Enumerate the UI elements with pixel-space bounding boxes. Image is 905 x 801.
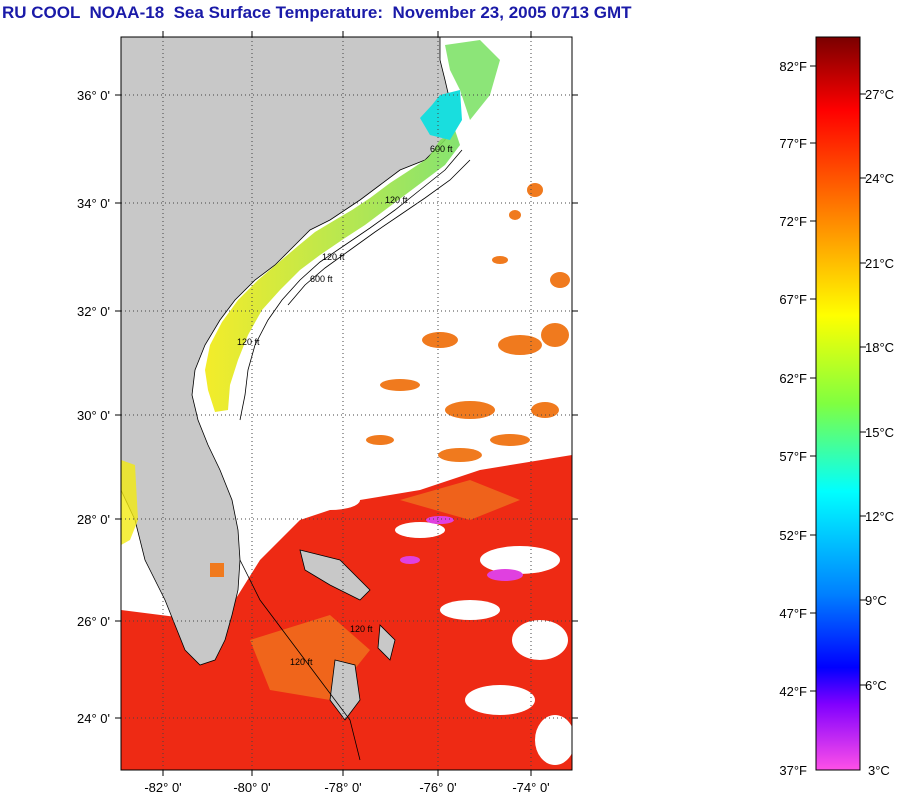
contour-label: 120 ft	[350, 624, 373, 634]
colorbar-label-f: 57°F	[779, 449, 807, 464]
lat-tick-label: 34° 0'	[77, 196, 110, 211]
colorbar-fahrenheit-ticks	[810, 65, 816, 692]
map-content: 600 ft 120 ft 120 ft 600 ft 120 ft 120 f…	[121, 37, 572, 770]
contour-label: 120 ft	[237, 337, 260, 347]
colorbar-label-f: 72°F	[779, 214, 807, 229]
colorbar-label-f: 47°F	[779, 606, 807, 621]
colorbar-label-f: 67°F	[779, 292, 807, 307]
lat-tick-label: 36° 0'	[77, 88, 110, 103]
lat-tick-label: 24° 0'	[77, 711, 110, 726]
warm-water-region	[121, 455, 572, 770]
lat-tick-label: 32° 0'	[77, 304, 110, 319]
colorbar-label-c: 3°C	[868, 763, 890, 778]
warm-spot	[210, 563, 224, 577]
contour-label: 120 ft	[290, 657, 313, 667]
cloud-gaps	[300, 490, 572, 765]
colorbar-label-f: 77°F	[779, 136, 807, 151]
colorbar-label-f: 42°F	[779, 684, 807, 699]
colorbar-label-c: 15°C	[865, 425, 894, 440]
colorbar-label-c: 6°C	[865, 678, 887, 693]
contour-label: 120 ft	[322, 252, 345, 262]
colorbar-label-c: 18°C	[865, 340, 894, 355]
land-mass-us	[121, 37, 453, 666]
lon-tick-label: -80° 0'	[233, 780, 270, 795]
colorbar-label-c: 21°C	[865, 256, 894, 271]
frame-ticks	[115, 31, 578, 776]
temperature-colorbar	[815, 36, 861, 771]
sound-cyan-water	[420, 90, 462, 140]
lat-tick-label: 30° 0'	[77, 408, 110, 423]
lat-tick-label: 28° 0'	[77, 512, 110, 527]
contour-label: 600 ft	[310, 274, 333, 284]
colorbar-label-f: 82°F	[779, 59, 807, 74]
gulf-side-strip	[121, 460, 138, 545]
contour-label: 600 ft	[430, 144, 453, 154]
lon-tick-label: -78° 0'	[324, 780, 361, 795]
colorbar-label-f: 52°F	[779, 528, 807, 543]
colorbar-label-c: 12°C	[865, 509, 894, 524]
contour-label: 120 ft	[385, 195, 408, 205]
colorbar-celsius-ticks	[860, 93, 866, 686]
lon-tick-label: -74° 0'	[512, 780, 549, 795]
colorbar-label-f: 62°F	[779, 371, 807, 386]
colorbar-label-c: 27°C	[865, 87, 894, 102]
lon-tick-label: -76° 0'	[419, 780, 456, 795]
map-title: RU COOL NOAA-18 Sea Surface Temperature:…	[2, 3, 632, 22]
cold-cloud-patches	[400, 516, 523, 581]
orange-patch-east	[400, 480, 520, 520]
colorbar-label-c: 9°C	[865, 593, 887, 608]
bahamas-islands	[299, 549, 396, 721]
map-border	[120, 36, 573, 771]
depth-contours	[239, 149, 471, 761]
north-green-water	[445, 40, 500, 120]
colorbar-label-c: 24°C	[865, 171, 894, 186]
lon-tick-label: -82° 0'	[144, 780, 181, 795]
lat-tick-label: 26° 0'	[77, 614, 110, 629]
coastal-cool-band	[205, 130, 460, 412]
colorbar-label-f: 37°F	[779, 763, 807, 778]
